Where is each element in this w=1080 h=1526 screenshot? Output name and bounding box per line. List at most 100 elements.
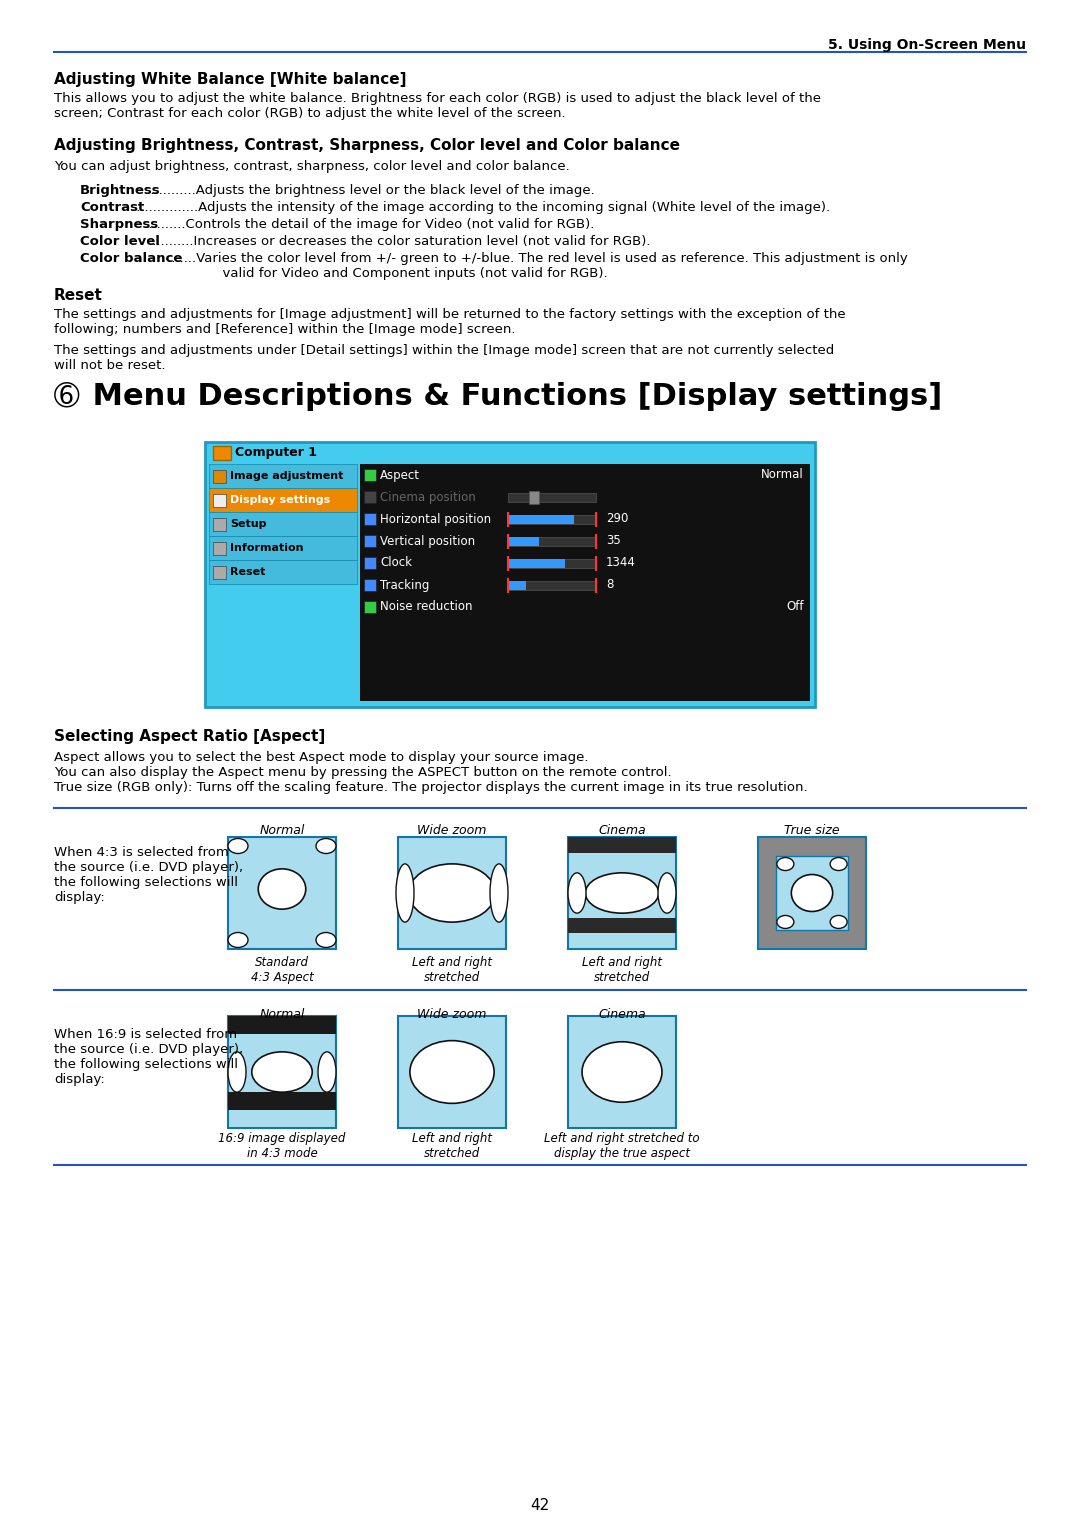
Bar — [508, 537, 596, 545]
Bar — [213, 470, 226, 484]
Bar — [213, 566, 226, 578]
Text: Normal: Normal — [761, 468, 804, 482]
Bar — [210, 513, 357, 536]
Text: Cinema: Cinema — [598, 824, 646, 836]
Text: 290: 290 — [606, 513, 629, 525]
Ellipse shape — [316, 838, 336, 853]
Text: Adjusting Brightness, Contrast, Sharpness, Color level and Color balance: Adjusting Brightness, Contrast, Sharpnes… — [54, 137, 680, 153]
Text: ..........Controls the detail of the image for Video (not valid for RGB).: ..........Controls the detail of the ima… — [140, 218, 594, 230]
Text: Left and right
stretched: Left and right stretched — [411, 955, 492, 984]
Text: Reset: Reset — [54, 288, 103, 304]
Ellipse shape — [582, 1042, 662, 1102]
Ellipse shape — [318, 1051, 336, 1093]
Bar — [508, 493, 596, 502]
Bar — [364, 513, 376, 525]
Text: Computer 1: Computer 1 — [235, 446, 318, 459]
Bar — [508, 580, 596, 589]
Text: ..........Increases or decreases the color saturation level (not valid for RGB).: ..........Increases or decreases the col… — [148, 235, 650, 249]
Bar — [568, 836, 676, 949]
Bar — [210, 464, 357, 488]
Text: The settings and adjustments for [Image adjustment] will be returned to the fact: The settings and adjustments for [Image … — [54, 308, 846, 336]
Ellipse shape — [410, 1041, 495, 1103]
Bar — [508, 537, 539, 545]
Bar — [364, 557, 376, 569]
Ellipse shape — [490, 864, 508, 922]
Text: Brightness: Brightness — [80, 185, 161, 197]
Bar — [568, 917, 676, 934]
Text: 42: 42 — [530, 1499, 550, 1512]
Text: Tracking: Tracking — [380, 578, 430, 592]
Bar — [364, 601, 376, 613]
Ellipse shape — [658, 873, 676, 913]
Text: Adjusting White Balance [White balance]: Adjusting White Balance [White balance] — [54, 72, 406, 87]
Text: Noise reduction: Noise reduction — [380, 601, 473, 613]
Ellipse shape — [831, 858, 847, 870]
Text: The settings and adjustments under [Detail settings] within the [Image mode] scr: The settings and adjustments under [Deta… — [54, 343, 834, 372]
Text: Normal: Normal — [259, 824, 305, 836]
Bar — [205, 443, 815, 707]
Ellipse shape — [777, 916, 794, 928]
Text: Information: Information — [230, 543, 303, 552]
Ellipse shape — [777, 858, 794, 870]
Text: Cinema: Cinema — [598, 1009, 646, 1021]
Bar — [568, 836, 676, 853]
Text: Menu Descriptions & Functions [Display settings]: Menu Descriptions & Functions [Display s… — [82, 382, 942, 410]
Ellipse shape — [396, 864, 414, 922]
Ellipse shape — [228, 932, 248, 948]
Text: Display settings: Display settings — [230, 494, 330, 505]
Text: Setup: Setup — [230, 519, 267, 530]
Bar — [777, 856, 848, 929]
Text: This allows you to adjust the white balance. Brightness for each color (RGB) is : This allows you to adjust the white bala… — [54, 92, 821, 121]
Text: When 4:3 is selected from
the source (i.e. DVD player),
the following selections: When 4:3 is selected from the source (i.… — [54, 845, 243, 903]
Ellipse shape — [228, 838, 248, 853]
Text: Reset: Reset — [230, 568, 266, 577]
Text: Wide zoom: Wide zoom — [417, 824, 487, 836]
Bar — [213, 494, 226, 507]
Text: ............Adjusts the brightness level or the black level of the image.: ............Adjusts the brightness level… — [141, 185, 595, 197]
Bar — [360, 464, 810, 700]
Text: Sharpness: Sharpness — [80, 218, 159, 230]
Bar — [213, 542, 226, 555]
Text: ➅: ➅ — [54, 382, 80, 410]
Bar — [213, 517, 226, 531]
Bar — [508, 514, 596, 523]
Text: ...............Adjusts the intensity of the image according to the incoming sign: ...............Adjusts the intensity of … — [132, 201, 831, 214]
Bar — [508, 559, 596, 568]
Text: You can adjust brightness, contrast, sharpness, color level and color balance.: You can adjust brightness, contrast, sha… — [54, 160, 570, 172]
Text: Clock: Clock — [380, 557, 411, 569]
Text: Left and right stretched to
display the true aspect: Left and right stretched to display the … — [544, 1132, 700, 1160]
Ellipse shape — [585, 873, 659, 913]
Ellipse shape — [568, 873, 586, 913]
Text: True size: True size — [784, 824, 840, 836]
Text: Image adjustment: Image adjustment — [230, 472, 343, 481]
Text: Off: Off — [786, 601, 804, 613]
Bar — [758, 836, 866, 949]
Bar — [213, 446, 231, 459]
Text: 35: 35 — [606, 534, 621, 548]
Ellipse shape — [258, 868, 306, 909]
Bar — [364, 468, 376, 481]
Ellipse shape — [831, 916, 847, 928]
Bar — [210, 560, 357, 584]
Bar — [508, 514, 573, 523]
Text: Horizontal position: Horizontal position — [380, 513, 491, 525]
Text: Standard
4:3 Aspect: Standard 4:3 Aspect — [251, 955, 313, 984]
Text: Aspect allows you to select the best Aspect mode to display your source image.
Y: Aspect allows you to select the best Asp… — [54, 751, 808, 794]
Bar — [364, 578, 376, 591]
Text: 16:9 image displayed
in 4:3 mode: 16:9 image displayed in 4:3 mode — [218, 1132, 346, 1160]
Bar — [399, 836, 507, 949]
Bar — [210, 488, 357, 513]
Text: Cinema position: Cinema position — [380, 490, 476, 504]
Text: 8: 8 — [606, 578, 613, 592]
Ellipse shape — [792, 874, 833, 911]
Text: Color balance: Color balance — [80, 252, 183, 266]
Ellipse shape — [409, 864, 496, 922]
Text: Color level: Color level — [80, 235, 160, 249]
Text: Contrast: Contrast — [80, 201, 145, 214]
Text: Aspect: Aspect — [380, 468, 420, 482]
Bar — [364, 491, 376, 504]
Text: When 16:9 is selected from
the source (i.e. DVD player),
the following selection: When 16:9 is selected from the source (i… — [54, 1029, 243, 1087]
Ellipse shape — [252, 1051, 312, 1093]
Bar — [228, 1093, 336, 1109]
Text: Selecting Aspect Ratio [Aspect]: Selecting Aspect Ratio [Aspect] — [54, 729, 325, 745]
